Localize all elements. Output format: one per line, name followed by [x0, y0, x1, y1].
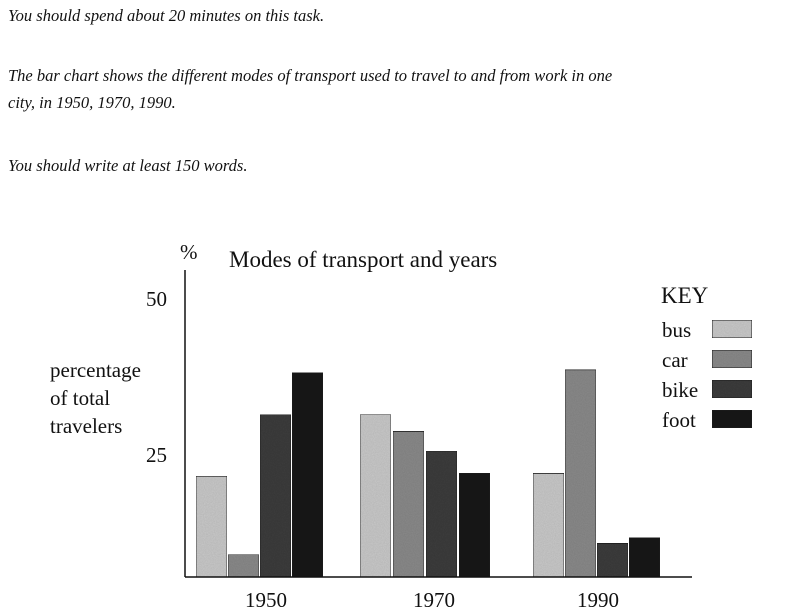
task-description-line-2: city, in 1950, 1970, 1990. — [8, 93, 176, 112]
legend-swatch-bus — [711, 319, 753, 339]
legend-label-bike: bike — [662, 378, 698, 402]
task-description-line-1: The bar chart shows the different modes … — [8, 66, 613, 85]
legend-label-foot: foot — [662, 408, 696, 432]
bar-foot-1970 — [458, 472, 491, 578]
bar-foot-1990 — [628, 537, 661, 578]
bar-car-1950 — [227, 554, 260, 578]
bar-bus-1970 — [359, 414, 392, 578]
legend-swatch-foot — [711, 409, 753, 429]
y-tick-label: 50 — [146, 287, 167, 311]
task-time-instruction: You should spend about 20 minutes on thi… — [8, 6, 325, 25]
bar-bus-1990 — [532, 472, 565, 578]
y-axis-label-line: of total — [50, 386, 110, 410]
chart-title: Modes of transport and years — [229, 247, 497, 272]
bar-car-1970 — [392, 430, 425, 578]
y-axis-label-line: percentage — [50, 358, 141, 382]
legend-swatch-bike — [711, 379, 753, 399]
legend: bus car bike foot — [662, 318, 753, 432]
bar-car-1990 — [564, 369, 597, 578]
y-axis-label-line: travelers — [50, 414, 122, 438]
bar-bus-1950 — [195, 475, 228, 578]
bars-group — [195, 369, 661, 578]
bar-foot-1950 — [291, 372, 324, 578]
bar-bike-1990 — [596, 543, 629, 578]
bar-bike-1950 — [259, 414, 292, 578]
legend-label-bus: bus — [662, 318, 691, 342]
legend-title: KEY — [661, 283, 709, 308]
x-tick-label: 1950 — [245, 588, 287, 612]
y-tick-label: 25 — [146, 443, 167, 467]
bar-bike-1970 — [425, 450, 458, 578]
x-tick-label: 1990 — [577, 588, 619, 612]
task-word-count-instruction: You should write at least 150 words. — [8, 156, 248, 175]
x-tick-label: 1970 — [413, 588, 455, 612]
legend-label-car: car — [662, 348, 688, 372]
legend-swatch-car — [711, 349, 753, 369]
y-unit-label: % — [180, 240, 198, 264]
